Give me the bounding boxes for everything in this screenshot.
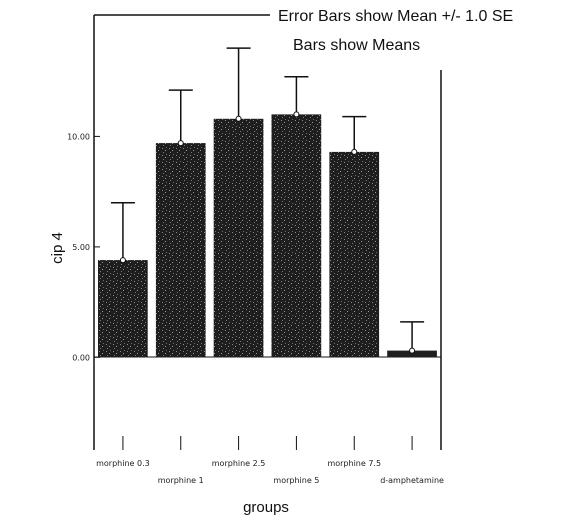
mean-marker-4: [293, 111, 300, 118]
bar-1: [98, 260, 148, 358]
mean-marker-3: [235, 115, 242, 122]
x-tick-label-5: morphine 7.5: [327, 459, 381, 468]
x-tick-label-6: d-amphetamine: [380, 476, 444, 485]
x-ticks-group: morphine 0.3 morphine 1 morphine 2.5 morphi…: [96, 436, 444, 485]
mean-marker-5: [351, 148, 358, 155]
error-bars-group: [110, 47, 425, 354]
x-tick-label-3: morphine 2.5: [212, 459, 266, 468]
y-tick-label-2: 5.00: [72, 243, 90, 252]
y-tick-label-1: 0.00: [72, 353, 90, 362]
x-tick-label-1: morphine 0.3: [96, 459, 150, 468]
mean-marker-2: [177, 140, 184, 147]
x-tick-label-4: morphine 5: [273, 476, 319, 485]
x-axis-title: groups: [243, 499, 289, 516]
bar-5: [329, 151, 380, 358]
bar-4: [271, 114, 322, 358]
x-tick-label-2: morphine 1: [158, 476, 204, 485]
y-ticks-group: 0.00 5.00 10.00: [67, 132, 100, 362]
mean-marker-6: [409, 347, 416, 354]
y-tick-label-3: 10.00: [67, 132, 90, 141]
y-axis-title: cip 4: [49, 232, 66, 264]
legend-bars-text: Bars show Means: [293, 37, 420, 54]
bars-group: [98, 114, 437, 358]
mean-marker-1: [119, 257, 126, 264]
bar-2: [155, 143, 206, 358]
bar-3: [213, 118, 264, 358]
legend-error-bars-text: Error Bars show Mean +/- 1.0 SE: [278, 8, 513, 25]
bar-6: [387, 350, 437, 358]
